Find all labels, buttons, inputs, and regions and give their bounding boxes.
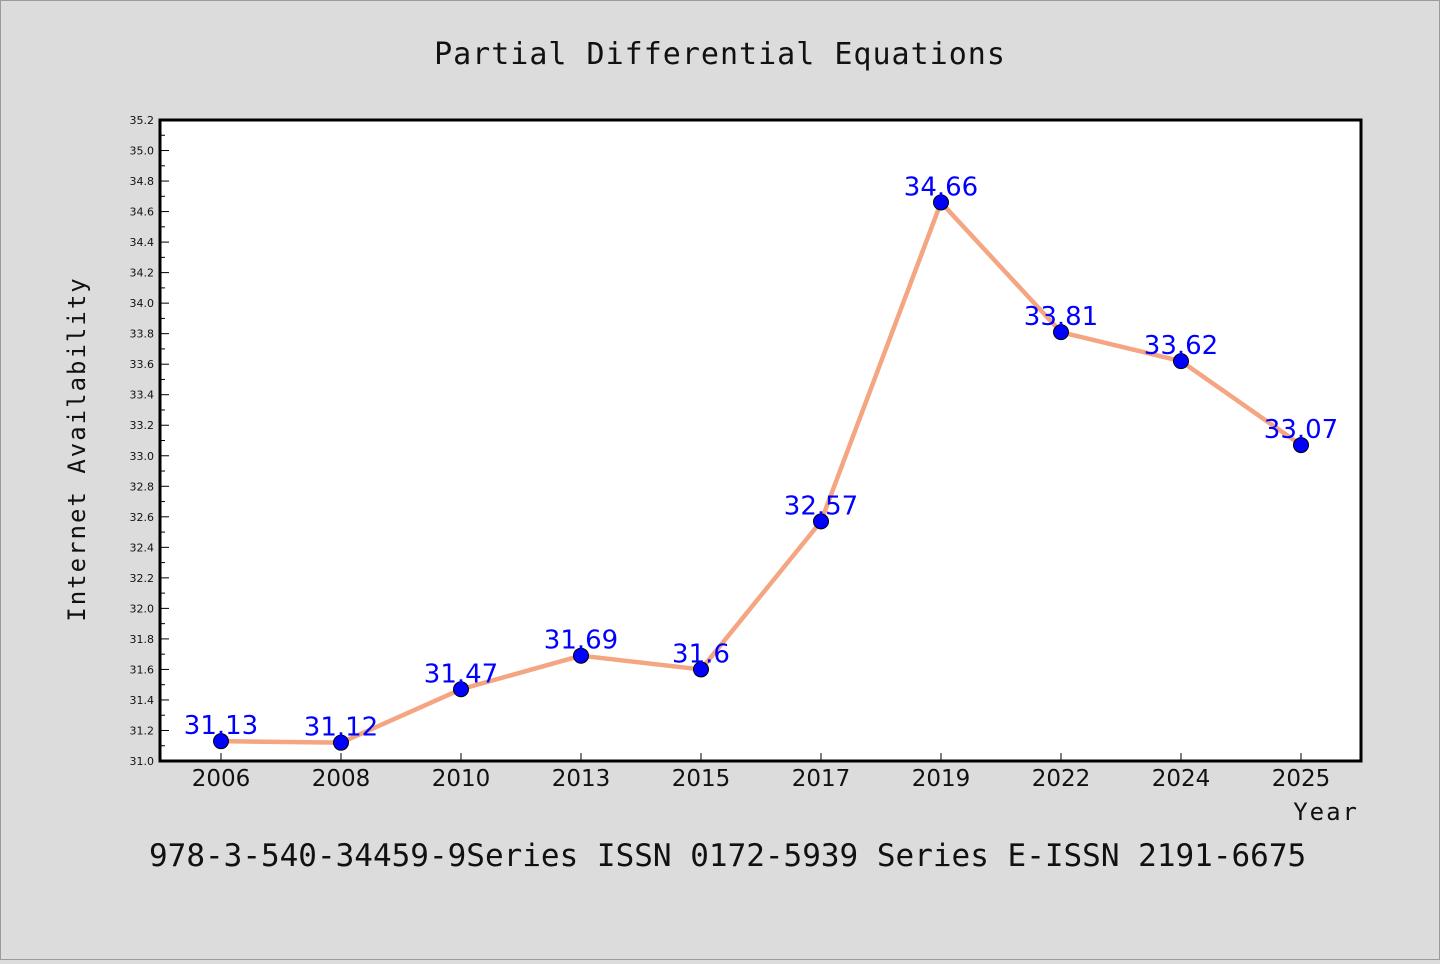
data-label: 31.12	[304, 713, 378, 743]
data-label: 31.47	[424, 659, 498, 689]
x-tick-label: 2025	[1272, 766, 1331, 792]
x-tick-label: 2019	[912, 766, 971, 792]
y-tick-label: 34.4	[130, 236, 155, 249]
y-tick-label: 31.8	[130, 633, 155, 646]
data-label: 33.81	[1024, 302, 1098, 332]
chart-title: Partial Differential Equations	[434, 37, 1006, 72]
y-tick-label: 32.4	[130, 541, 155, 554]
y-tick-label: 32.6	[130, 511, 155, 524]
y-tick-label: 33.2	[130, 419, 155, 432]
x-axis-label: Year	[1293, 798, 1359, 826]
data-label: 32.57	[784, 491, 858, 521]
data-points	[213, 194, 1309, 751]
data-point	[573, 647, 589, 664]
data-point	[213, 733, 229, 750]
y-tick-label: 31.0	[130, 755, 155, 768]
y-tick-label: 31.4	[130, 694, 155, 707]
y-tick-label: 34.6	[130, 206, 155, 219]
y-axis-label: Internet Availability	[63, 276, 91, 621]
y-tick-label: 34.0	[130, 297, 155, 310]
data-label: 31.13	[184, 711, 258, 741]
footer-isbn-issn: 978-3-540-34459-9Series ISSN 0172-5939 S…	[149, 838, 1306, 874]
x-tick-label: 2010	[432, 766, 491, 792]
y-tick-label: 33.6	[130, 358, 155, 371]
data-label: 34.66	[904, 172, 978, 202]
y-tick-label: 32.2	[130, 572, 155, 585]
data-point	[333, 734, 349, 751]
data-label: 33.07	[1264, 415, 1338, 445]
y-tick-label: 34.2	[130, 267, 155, 280]
data-point	[693, 661, 709, 678]
y-tick-label: 35.2	[130, 114, 155, 127]
y-tick-label: 33.4	[130, 389, 155, 402]
x-tick-label: 2015	[672, 766, 731, 792]
data-point	[453, 681, 469, 698]
data-point	[1293, 437, 1309, 454]
data-point	[933, 194, 949, 211]
data-label: 33.62	[1144, 331, 1218, 361]
data-labels: 31.13 31.12 31.47 31.69 31.6 32.57 34.66 33.81 3…	[184, 172, 1338, 742]
y-tick-label: 34.8	[130, 175, 155, 188]
plot-area	[158, 118, 1363, 763]
data-label: 31.69	[544, 626, 618, 656]
data-point	[1173, 353, 1189, 370]
x-tick-label: 2006	[192, 766, 251, 792]
y-tick-label: 35.0	[130, 145, 155, 158]
y-tick-label: 33.8	[130, 328, 155, 341]
data-point	[813, 513, 829, 530]
x-tick-label: 2013	[552, 766, 611, 792]
x-tick-label: 2017	[792, 766, 851, 792]
x-axis-ticks: 2006 2008 2010 2013 2015 2017 2019 2022 2024 2025	[192, 753, 1331, 792]
series-line	[218, 200, 1304, 745]
x-tick-label: 2008	[312, 766, 371, 792]
y-tick-label: 32.8	[130, 480, 155, 493]
data-label: 31.6	[672, 639, 730, 669]
y-axis-ticks: 31.0 31.2 31.4 31.6 31.8 32.0 32.2 32.4 32.6 32.8…	[130, 114, 169, 768]
y-tick-label: 33.0	[130, 450, 155, 463]
y-tick-label: 31.2	[130, 724, 155, 737]
data-point	[1053, 324, 1069, 341]
series-line-group	[218, 200, 1304, 745]
y-tick-label: 32.0	[130, 602, 155, 615]
x-tick-label: 2024	[1152, 766, 1211, 792]
x-tick-label: 2022	[1032, 766, 1091, 792]
y-tick-label: 31.6	[130, 663, 155, 676]
